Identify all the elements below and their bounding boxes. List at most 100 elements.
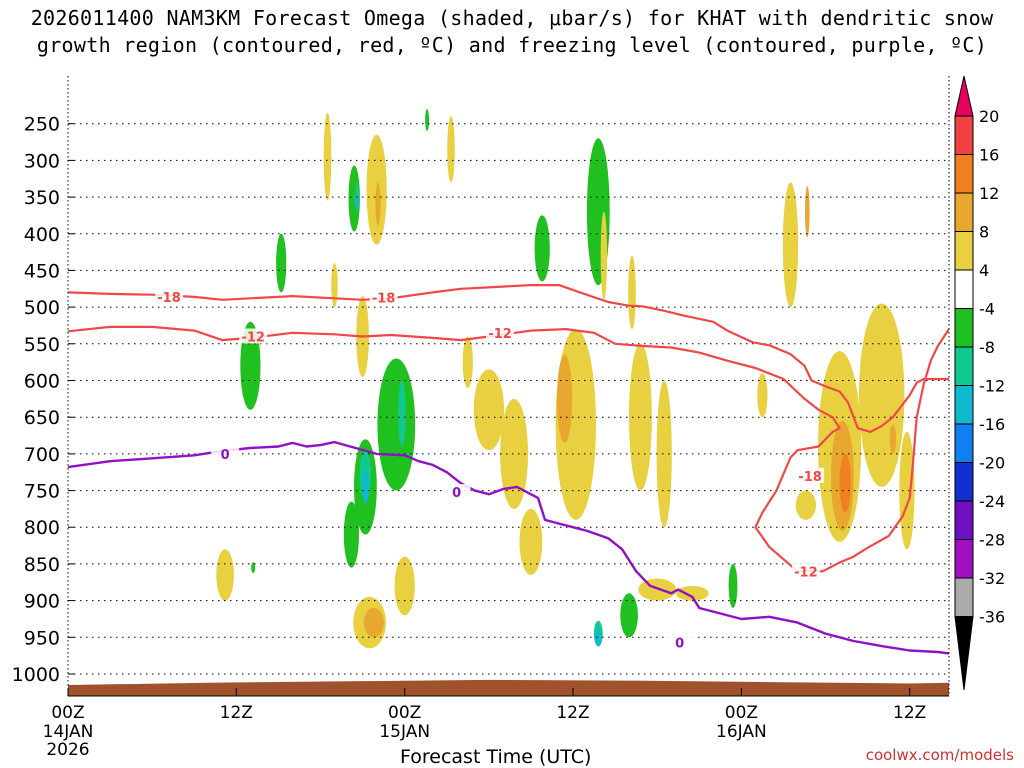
gridlines xyxy=(68,123,949,675)
omega-core-13 xyxy=(889,424,897,454)
y-tick-label-700: 700 xyxy=(24,444,60,466)
omega-region-14 xyxy=(425,109,430,131)
contour-label-0C-1: 0 xyxy=(452,486,461,501)
omega-core-12 xyxy=(839,453,851,513)
omega-region-31 xyxy=(728,563,738,608)
colorbar-seg-8 xyxy=(954,385,974,425)
y-tick-label-750: 750 xyxy=(24,481,60,503)
colorbar-bottom-arrow xyxy=(954,616,974,691)
y-tick-label-1000: 1000 xyxy=(12,664,60,686)
y-axis-ticks: 250 300 350 400 450 500 550 600 650 700 750 800 850 9… xyxy=(12,114,74,686)
omega-region-35 xyxy=(859,303,905,487)
omega-region-17 xyxy=(473,369,505,451)
contour-label-bg-0C-0 xyxy=(211,445,240,461)
chart-title-line1: 2026011400 NAM3KM Forecast Omega (shaded… xyxy=(30,6,994,30)
colorbar-label-6: -8 xyxy=(979,338,995,357)
contour-label-bg--18C-0 xyxy=(155,288,183,304)
omega-core-6 xyxy=(363,607,384,638)
x-tick-label-5: 12Z xyxy=(893,703,926,723)
omega-region-18 xyxy=(500,398,528,509)
contour-label-bg--12C-0 xyxy=(239,328,268,344)
contour-label-extra-1: -12 xyxy=(794,565,818,580)
omega-region-33 xyxy=(795,490,817,520)
colorbar-seg-2 xyxy=(954,154,974,194)
omega-region-23 xyxy=(600,211,608,300)
omega-core-5 xyxy=(398,380,406,447)
colorbar-label-13: -36 xyxy=(979,608,1005,627)
omega-region-27 xyxy=(620,593,638,638)
contour-label--12C-0: -12 xyxy=(241,331,265,346)
colorbar-label-11: -28 xyxy=(979,531,1005,550)
x-tick-year-0: 2026 xyxy=(46,740,89,760)
x-axis-label: Forecast Time (UTC) xyxy=(400,746,592,768)
colorbar-seg-10 xyxy=(954,462,974,502)
x-tick-date-0: 14JAN xyxy=(43,722,94,742)
x-tick-label-3: 12Z xyxy=(556,703,589,723)
colorbar-label-3: 8 xyxy=(979,223,989,242)
y-tick-label-800: 800 xyxy=(24,517,60,539)
credit-text: coolwx.com/models xyxy=(865,746,1014,764)
omega-region-16 xyxy=(462,336,473,388)
contour-label--18C-0: -18 xyxy=(157,291,181,306)
y-tick-label-950: 950 xyxy=(24,627,60,649)
omega-region-4 xyxy=(323,112,332,201)
colorbar-seg-6 xyxy=(954,308,974,348)
y-tick-label-500: 500 xyxy=(24,297,60,319)
colorbar-label-0: 20 xyxy=(979,107,999,126)
contour-label-extra-bg-1 xyxy=(791,563,820,579)
omega-shading-layer xyxy=(216,109,915,649)
x-tick-label-0: 00Z xyxy=(51,703,84,723)
terrain-fill xyxy=(68,679,949,696)
x-tick-label-1: 12Z xyxy=(220,703,253,723)
colorbar-label-12: -32 xyxy=(979,569,1005,588)
omega-region-6 xyxy=(348,165,360,232)
omega-core-2 xyxy=(375,182,381,227)
y-tick-label-850: 850 xyxy=(24,554,60,576)
contour-label-0C-2: 0 xyxy=(675,636,684,651)
contour-label-extra-bg-0 xyxy=(796,467,825,483)
omega-region-32 xyxy=(782,182,799,308)
contour-label-bg--12C-1 xyxy=(486,324,515,340)
omega-region-3 xyxy=(251,562,256,574)
colorbar-seg-4 xyxy=(954,231,974,271)
y-tick-label-300: 300 xyxy=(24,150,60,172)
colorbar-seg-9 xyxy=(954,423,974,463)
omega-core-4 xyxy=(362,470,369,504)
colorbar: 20 16 12 8 4 -4 -8 -12 -16 -20 -24 -28 -32 -36 xyxy=(954,75,1005,691)
colorbar-label-1: 16 xyxy=(979,146,999,165)
contour-0C xyxy=(68,440,949,655)
contour-label-bg--18C-1 xyxy=(369,289,398,305)
y-tick-label-650: 650 xyxy=(24,407,60,429)
omega-region-1 xyxy=(276,233,287,293)
omega-region-24 xyxy=(628,255,636,330)
omega-region-26 xyxy=(656,380,672,528)
colorbar-seg-7 xyxy=(954,346,974,386)
contour-label--18C-1: -18 xyxy=(372,292,396,307)
colorbar-seg-1 xyxy=(954,115,974,155)
y-tick-label-900: 900 xyxy=(24,591,60,613)
y-tick-label-350: 350 xyxy=(24,187,60,209)
omega-region-5 xyxy=(331,263,338,308)
colorbar-top-arrow xyxy=(954,75,974,117)
omega-region-13 xyxy=(394,556,415,616)
contour-label-extra-0: -18 xyxy=(798,470,822,485)
colorbar-label-5: -4 xyxy=(979,300,995,319)
colorbar-label-8: -16 xyxy=(979,415,1005,434)
colorbar-seg-3 xyxy=(954,192,974,232)
omega-region-20 xyxy=(534,215,550,282)
omega-region-36 xyxy=(899,431,915,550)
omega-region-12 xyxy=(377,358,416,491)
omega-region-0 xyxy=(216,549,234,601)
omega-core-10 xyxy=(805,186,810,238)
contour--18C xyxy=(68,284,949,433)
omega-region-30 xyxy=(757,373,768,418)
omega-core-7 xyxy=(557,354,573,443)
omega-core-1 xyxy=(355,193,359,208)
x-tick-label-2: 00Z xyxy=(388,703,421,723)
contour-layer: -18 -18 -12 -12 0 0 0 -18 -12 xyxy=(68,284,949,655)
contour--12C xyxy=(68,325,949,573)
contour-label--12C-1: -12 xyxy=(488,327,512,342)
colorbar-label-4: 4 xyxy=(979,261,989,280)
